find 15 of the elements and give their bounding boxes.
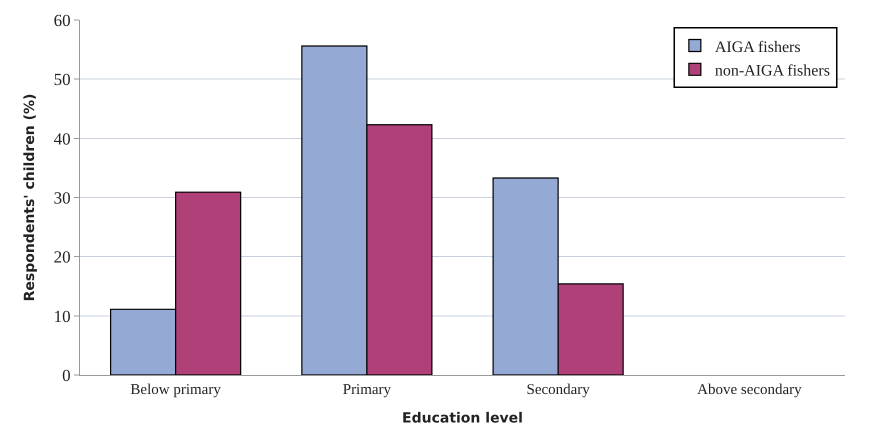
x-tick-label: Below primary: [130, 382, 222, 398]
y-tick-label: 50: [54, 70, 71, 90]
x-axis-title: Education level: [402, 410, 523, 426]
y-tick-label: 30: [54, 188, 71, 208]
y-tick-label: 10: [54, 306, 71, 326]
y-tick-label: 20: [54, 248, 71, 267]
legend-label: non-AIGA fishers: [714, 62, 830, 80]
y-tick-label: 60: [54, 10, 71, 30]
legend-label: AIGA fishers: [714, 38, 801, 56]
y-axis-title: Respondents' children (%): [22, 94, 38, 302]
x-tick-label: Above secondary: [697, 382, 802, 398]
y-tick-label: 40: [54, 129, 71, 148]
x-tick-label: Primary: [342, 382, 392, 398]
y-tick-label: 0: [62, 366, 71, 385]
x-tick-label: Secondary: [526, 382, 590, 398]
